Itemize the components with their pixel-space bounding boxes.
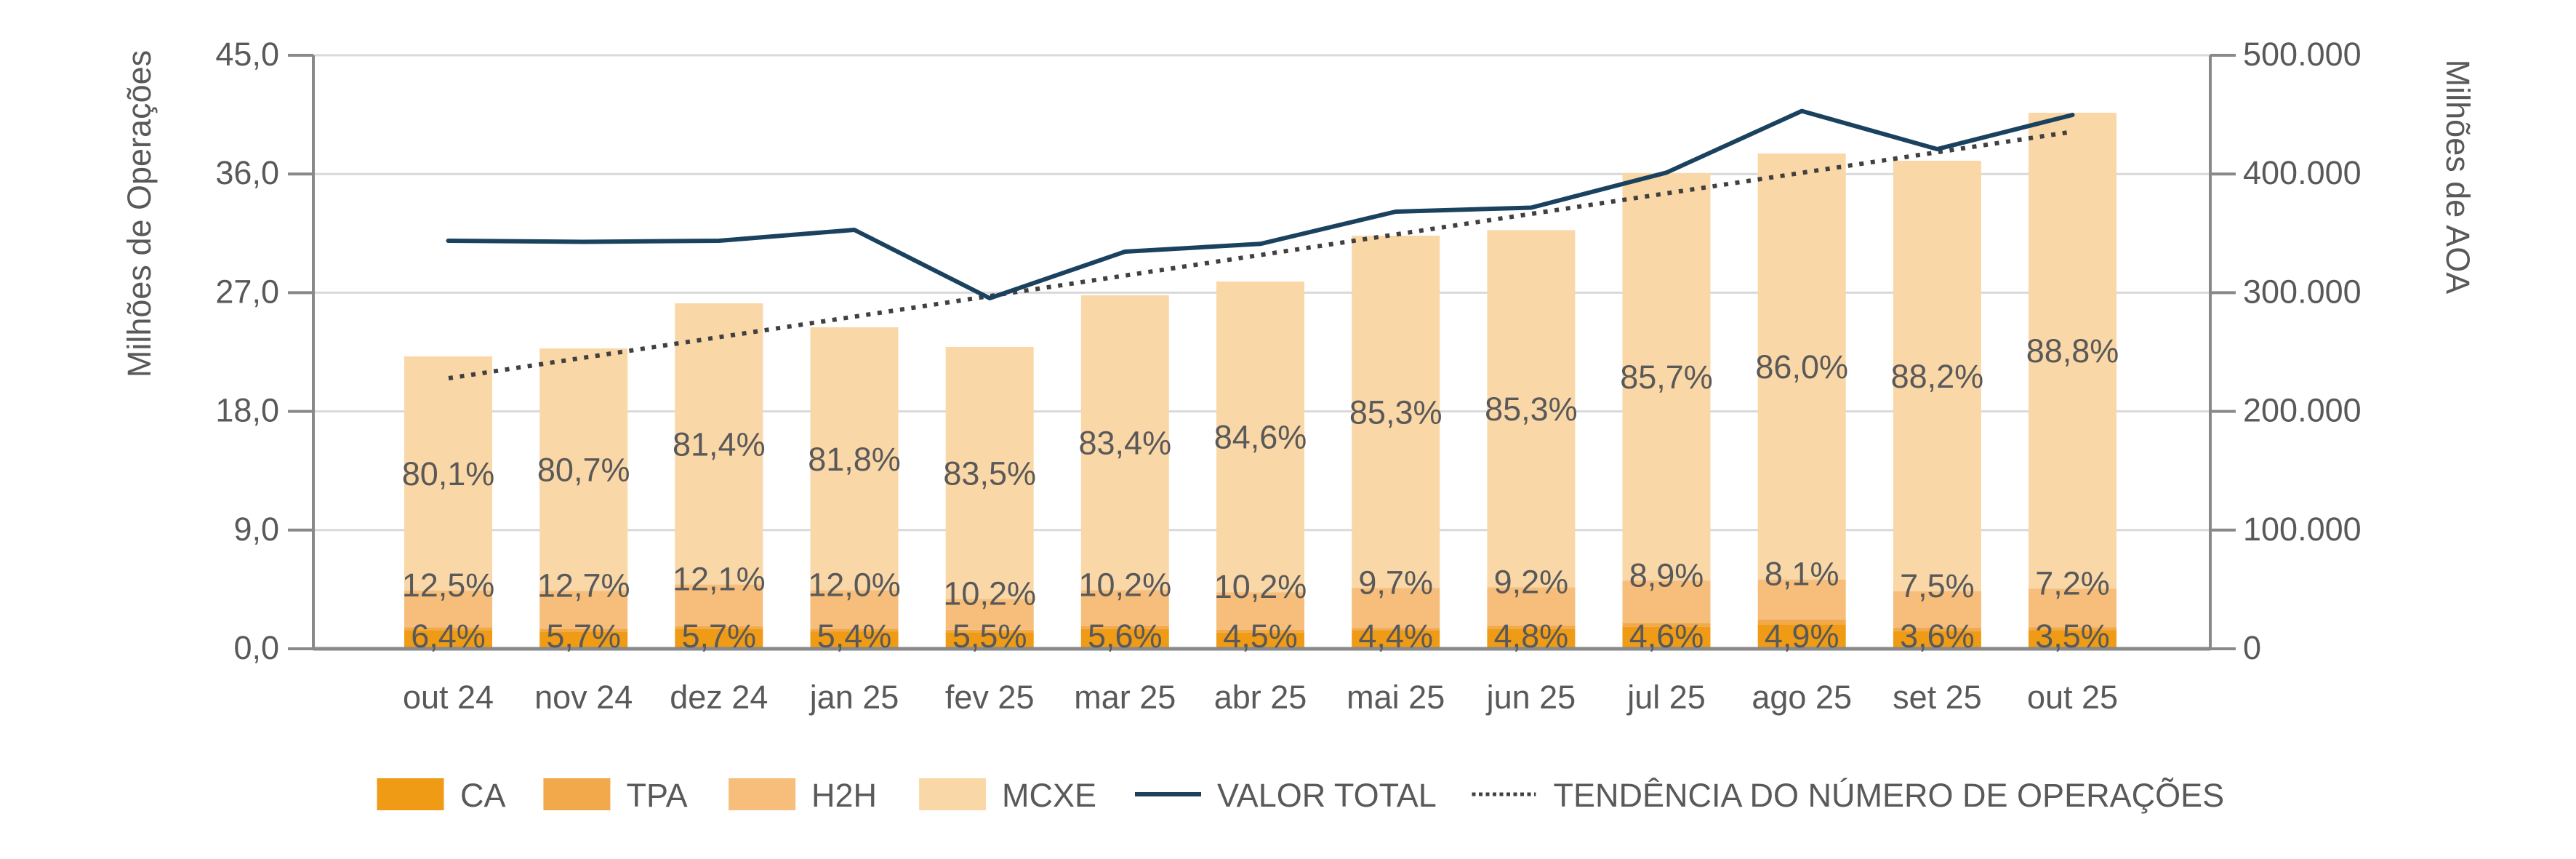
- svg-text:18,0: 18,0: [215, 392, 279, 429]
- svg-text:5,4%: 5,4%: [817, 618, 892, 655]
- svg-text:3,5%: 3,5%: [2035, 618, 2110, 655]
- svg-text:27,0: 27,0: [215, 273, 279, 310]
- svg-text:12,0%: 12,0%: [808, 567, 901, 604]
- svg-text:10,2%: 10,2%: [943, 575, 1036, 612]
- svg-text:dez 24: dez 24: [670, 679, 768, 716]
- svg-text:6,4%: 6,4%: [411, 618, 486, 655]
- svg-text:7,5%: 7,5%: [1900, 567, 1975, 604]
- svg-text:H2H: H2H: [811, 777, 877, 814]
- svg-text:nov 24: nov 24: [534, 679, 633, 716]
- svg-text:3,6%: 3,6%: [1900, 618, 1975, 655]
- svg-text:5,5%: 5,5%: [952, 618, 1027, 655]
- svg-text:7,2%: 7,2%: [2035, 565, 2110, 602]
- svg-text:TPA: TPA: [627, 777, 688, 814]
- svg-text:4,4%: 4,4%: [1358, 618, 1433, 655]
- svg-text:VALOR TOTAL: VALOR TOTAL: [1217, 777, 1437, 814]
- svg-text:abr 25: abr 25: [1214, 679, 1307, 716]
- svg-text:80,1%: 80,1%: [402, 455, 495, 492]
- svg-text:36,0: 36,0: [215, 154, 279, 191]
- svg-text:out 25: out 25: [2027, 679, 2118, 716]
- svg-text:83,5%: 83,5%: [943, 455, 1036, 492]
- svg-text:8,9%: 8,9%: [1629, 557, 1704, 594]
- svg-text:5,7%: 5,7%: [682, 618, 757, 655]
- svg-text:88,2%: 88,2%: [1891, 358, 1984, 395]
- svg-text:set 25: set 25: [1893, 679, 1982, 716]
- svg-text:500.000: 500.000: [2243, 36, 2362, 73]
- svg-text:5,7%: 5,7%: [546, 618, 621, 655]
- svg-text:jun 25: jun 25: [1485, 679, 1576, 716]
- svg-text:9,7%: 9,7%: [1358, 564, 1433, 602]
- svg-text:mar 25: mar 25: [1074, 679, 1176, 716]
- svg-text:0,0: 0,0: [233, 629, 279, 666]
- svg-text:TENDÊNCIA DO NÚMERO DE OPERAÇÕ: TENDÊNCIA DO NÚMERO DE OPERAÇÕES: [1554, 777, 2225, 814]
- svg-text:86,0%: 86,0%: [1755, 348, 1848, 385]
- svg-text:12,1%: 12,1%: [673, 561, 766, 598]
- svg-text:83,4%: 83,4%: [1078, 425, 1171, 462]
- svg-text:jan 25: jan 25: [808, 679, 899, 716]
- svg-text:out 24: out 24: [403, 679, 494, 716]
- svg-text:4,6%: 4,6%: [1629, 618, 1704, 655]
- svg-text:200.000: 200.000: [2243, 392, 2362, 429]
- svg-text:8,1%: 8,1%: [1765, 556, 1839, 593]
- svg-text:fev 25: fev 25: [945, 679, 1035, 716]
- svg-text:9,0: 9,0: [233, 511, 279, 548]
- svg-text:4,9%: 4,9%: [1765, 618, 1839, 655]
- svg-text:45,0: 45,0: [215, 36, 279, 73]
- svg-text:85,7%: 85,7%: [1620, 359, 1713, 396]
- svg-text:jul 25: jul 25: [1626, 679, 1706, 716]
- svg-text:Milhões de Operações: Milhões de Operações: [121, 50, 158, 377]
- svg-text:85,3%: 85,3%: [1349, 393, 1443, 431]
- svg-text:300.000: 300.000: [2243, 273, 2362, 310]
- svg-text:MCXE: MCXE: [1002, 777, 1096, 814]
- svg-text:100.000: 100.000: [2243, 511, 2362, 548]
- svg-text:12,7%: 12,7%: [537, 567, 630, 604]
- svg-text:mai 25: mai 25: [1347, 679, 1445, 716]
- svg-text:12,5%: 12,5%: [402, 567, 495, 604]
- svg-text:88,8%: 88,8%: [2026, 332, 2119, 369]
- svg-text:81,4%: 81,4%: [673, 425, 766, 463]
- svg-text:85,3%: 85,3%: [1485, 391, 1578, 428]
- svg-text:10,2%: 10,2%: [1214, 568, 1307, 605]
- svg-text:5,6%: 5,6%: [1088, 618, 1163, 655]
- svg-text:Milhões de AOA: Milhões de AOA: [2439, 60, 2476, 295]
- svg-text:400.000: 400.000: [2243, 154, 2362, 191]
- svg-text:0: 0: [2243, 629, 2261, 666]
- svg-text:ago 25: ago 25: [1752, 679, 1852, 716]
- svg-text:80,7%: 80,7%: [537, 452, 630, 489]
- svg-text:81,8%: 81,8%: [808, 441, 901, 478]
- svg-text:4,8%: 4,8%: [1494, 618, 1569, 655]
- svg-text:84,6%: 84,6%: [1214, 419, 1307, 456]
- svg-text:9,2%: 9,2%: [1494, 563, 1569, 600]
- svg-text:4,5%: 4,5%: [1223, 618, 1298, 655]
- svg-text:CA: CA: [460, 777, 506, 814]
- svg-text:10,2%: 10,2%: [1078, 566, 1171, 603]
